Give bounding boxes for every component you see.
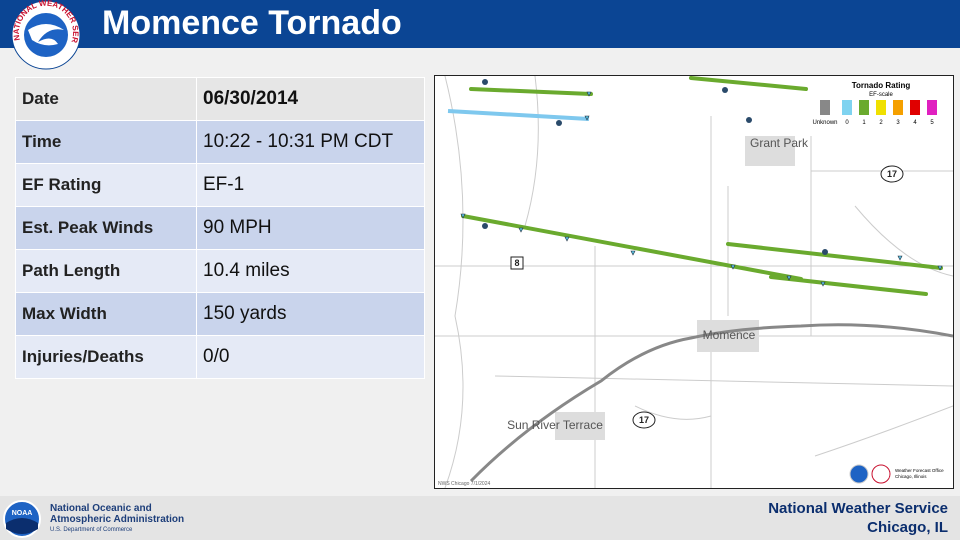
legend-swatch xyxy=(927,100,937,115)
legend-title: Tornado Rating xyxy=(852,81,911,90)
row-value: 90 MPH xyxy=(196,206,425,250)
row-value: EF-1 xyxy=(196,163,425,207)
header-bar xyxy=(0,0,960,48)
row-label: Date xyxy=(15,77,197,121)
road-shield: 8 xyxy=(514,258,519,268)
agency-name: Atmospheric Administration xyxy=(50,514,185,525)
table-row: Time 10:22 - 10:31 PM CDT xyxy=(15,120,425,164)
row-value: 06/30/2014 xyxy=(196,77,425,121)
place-label: Grant Park xyxy=(750,136,809,150)
row-value: 0/0 xyxy=(196,335,425,379)
agency-name: National Oceanic and xyxy=(50,503,152,514)
row-label: Est. Peak Winds xyxy=(15,206,197,250)
road-shield: 17 xyxy=(887,169,897,179)
legend-swatch xyxy=(859,100,869,115)
row-label: EF Rating xyxy=(15,163,197,207)
legend-label: 1 xyxy=(862,120,866,126)
title: Momence Tornado xyxy=(102,4,402,42)
legend-swatch xyxy=(893,100,903,115)
department: U.S. Department of Commerce xyxy=(50,527,133,533)
noaa-logo: NOAA xyxy=(3,500,41,538)
legend-swatch xyxy=(876,100,886,115)
table-row: Path Length 10.4 miles xyxy=(15,249,425,293)
legend-label: 5 xyxy=(930,120,934,126)
legend-subtitle: EF-scale xyxy=(869,92,893,98)
table-row: Est. Peak Winds 90 MPH xyxy=(15,206,425,250)
office-location: Chicago, IL xyxy=(867,519,948,536)
row-value: 10:22 - 10:31 PM CDT xyxy=(196,120,425,164)
office-label: Weather Forecast Office xyxy=(895,468,944,473)
legend-label: 2 xyxy=(879,120,883,126)
road-shield: 17 xyxy=(639,415,649,425)
legend-swatch xyxy=(820,100,830,115)
legend-label: 3 xyxy=(896,120,900,126)
row-value: 10.4 miles xyxy=(196,249,425,293)
place-label: Sun River Terrace xyxy=(507,418,603,432)
map-credit: NWS Chicago 7/1/2024 xyxy=(438,481,490,487)
legend-label: 4 xyxy=(913,120,917,126)
legend-label: Unknown xyxy=(812,120,837,126)
nws-logo: NATIONAL WEATHER SERVICE xyxy=(8,0,81,70)
office-name: National Weather Service xyxy=(768,500,948,517)
table-row: Date 06/30/2014 xyxy=(15,77,425,121)
place-label: Momence xyxy=(703,328,756,342)
map: Grant Park Momence Sun River Terrace 17 … xyxy=(434,75,954,489)
table-row: EF Rating EF-1 xyxy=(15,163,425,207)
legend-swatch xyxy=(910,100,920,115)
place-labels: Grant Park Momence Sun River Terrace xyxy=(507,136,809,432)
office-label: Chicago, Illinois xyxy=(895,474,927,479)
footer xyxy=(0,496,960,540)
row-label: Injuries/Deaths xyxy=(15,335,197,379)
table-row: Injuries/Deaths 0/0 xyxy=(15,335,425,379)
info-table: Date 06/30/2014 Time 10:22 - 10:31 PM CDT EF… xyxy=(15,77,425,379)
row-label: Time xyxy=(15,120,197,164)
legend-label: 0 xyxy=(845,120,849,126)
row-label: Max Width xyxy=(15,292,197,336)
table-row: Max Width 150 yards xyxy=(15,292,425,336)
row-value: 150 yards xyxy=(196,292,425,336)
legend-swatch xyxy=(842,100,852,115)
noaa-logo-text: NOAA xyxy=(12,510,33,517)
row-label: Path Length xyxy=(15,249,197,293)
